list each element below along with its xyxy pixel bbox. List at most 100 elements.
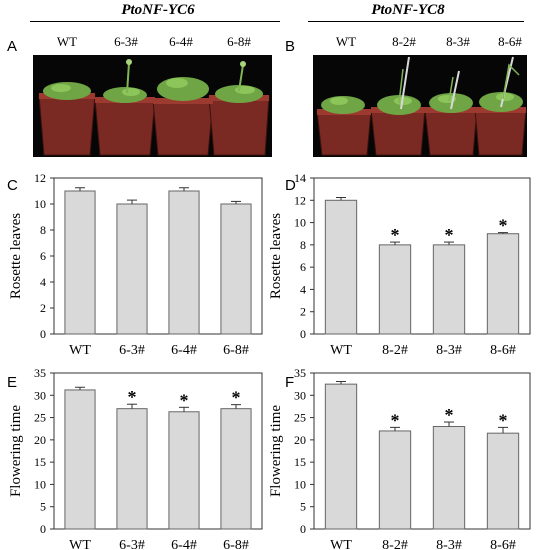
plant-photo-a [33,55,272,157]
y-axis-title: Rosette leaves [8,213,24,299]
y-axis-title: Flowering time [8,405,24,497]
y-axis-title: Rosette leaves [268,213,284,299]
y-tick-label: 0 [40,522,46,536]
panel-letter-e: E [7,374,18,391]
panel-letter-d: D [285,177,296,194]
y-tick-label: 30 [34,388,46,402]
chart-rosette-leaves-yc6: 0 2 4 6 8 10 12 Rosette leaves WT 6-3# 6-4# 6-8# [8,171,263,358]
y-tick-label: 14 [294,171,306,185]
y-tick-label: 0 [300,327,306,341]
plot-frame [313,372,531,530]
y-tick-label: 25 [294,411,306,425]
y-tick-label: 2 [300,305,306,319]
bar [116,203,148,335]
genotype-label: 6-4# [169,34,193,49]
plant-photo-b [313,55,527,157]
x-category-label: 6-3# [119,538,145,550]
x-category-label: 6-8# [223,538,249,550]
significance-mark: * [391,410,400,430]
plot-frame [313,177,531,335]
genotype-label: 8-6# [498,34,522,49]
x-category-label: 6-4# [171,343,197,358]
x-category-label: 8-2# [382,343,408,358]
y-tick-label: 20 [294,433,306,447]
group-rule-yc6 [30,21,280,22]
significance-mark: * [499,410,508,430]
x-category-label: WT [330,343,352,358]
y-tick-label: 5 [300,500,306,514]
y-tick-label: 4 [300,282,306,296]
group-rule-yc8 [308,21,524,22]
genotype-label: 6-8# [227,34,251,49]
bar [64,190,96,335]
y-tick-label: 12 [294,193,306,207]
x-category-label: 6-3# [119,343,145,358]
bar [432,244,466,335]
y-tick-label: 10 [294,477,306,491]
bar [220,408,252,530]
y-tick-label: 2 [40,301,46,315]
genotype-label: WT [335,34,357,49]
panel-letter-c: C [7,177,18,194]
significance-mark: * [445,405,454,425]
bar [324,383,358,530]
y-tick-label: 15 [294,455,306,469]
chart-flowering-time-yc6: 0 5 10 15 20 25 30 35 Flowering time WT * 6-3# * 6-4#… [8,366,263,550]
y-tick-label: 35 [294,366,306,380]
y-tick-label: 15 [34,455,46,469]
genotype-label: WT [56,34,78,49]
group-title-yc6: PtoNF-YC6 [121,2,195,18]
panel-letter-a: A [7,38,18,55]
y-tick-label: 25 [34,411,46,425]
y-tick-label: 5 [40,500,46,514]
significance-mark: * [128,387,137,407]
plant-photo-b-drawing [313,55,527,157]
bar [486,233,520,335]
x-category-label: WT [330,538,352,550]
bar [378,430,412,530]
x-category-label: 6-4# [171,538,197,550]
x-category-label: 8-6# [490,538,516,550]
bar [168,190,200,335]
panel-letter-b: B [285,38,296,55]
x-category-label: 6-8# [223,343,249,358]
x-category-label: 8-3# [436,343,462,358]
group-title-yc8: PtoNF-YC8 [371,2,445,18]
y-tick-label: 10 [294,216,306,230]
x-category-label: WT [69,538,91,550]
y-axis-title: Flowering time [268,405,284,497]
x-category-label: WT [69,343,91,358]
bar [64,389,96,530]
genotype-label: 8-2# [392,34,416,49]
y-tick-label: 30 [294,388,306,402]
x-category-label: 8-6# [490,343,516,358]
bar [486,432,520,530]
chart-flowering-time-yc8: 0 5 10 15 20 25 30 35 Flowering time WT * 8-2# * 8-3#… [268,366,531,550]
genotype-label: 6-3# [114,34,138,49]
bar [378,244,412,335]
panel-letter-f: F [285,374,295,391]
plot-frame [53,372,263,530]
y-tick-label: 8 [40,223,46,237]
y-tick-label: 10 [34,197,46,211]
y-tick-label: 35 [34,366,46,380]
plant-photo-a-drawing [33,55,272,157]
significance-mark: * [445,225,454,245]
y-tick-label: 6 [300,260,306,274]
y-tick-label: 6 [40,249,46,263]
significance-mark: * [499,216,508,236]
y-tick-label: 0 [300,522,306,536]
bar [432,425,466,530]
significance-mark: * [391,225,400,245]
genotype-label: 8-3# [446,34,470,49]
bar [116,408,148,530]
y-tick-label: 4 [40,275,46,289]
x-category-label: 8-3# [436,538,462,550]
significance-mark: * [180,390,189,410]
y-tick-label: 12 [34,171,46,185]
bar [324,199,358,335]
significance-mark: * [232,388,241,408]
bar [220,203,252,335]
chart-rosette-leaves-yc8: 0 2 4 6 8 10 12 14 Rosette leaves WT * 8-2# * 8-3# * 8-… [268,171,531,358]
y-tick-label: 10 [34,477,46,491]
